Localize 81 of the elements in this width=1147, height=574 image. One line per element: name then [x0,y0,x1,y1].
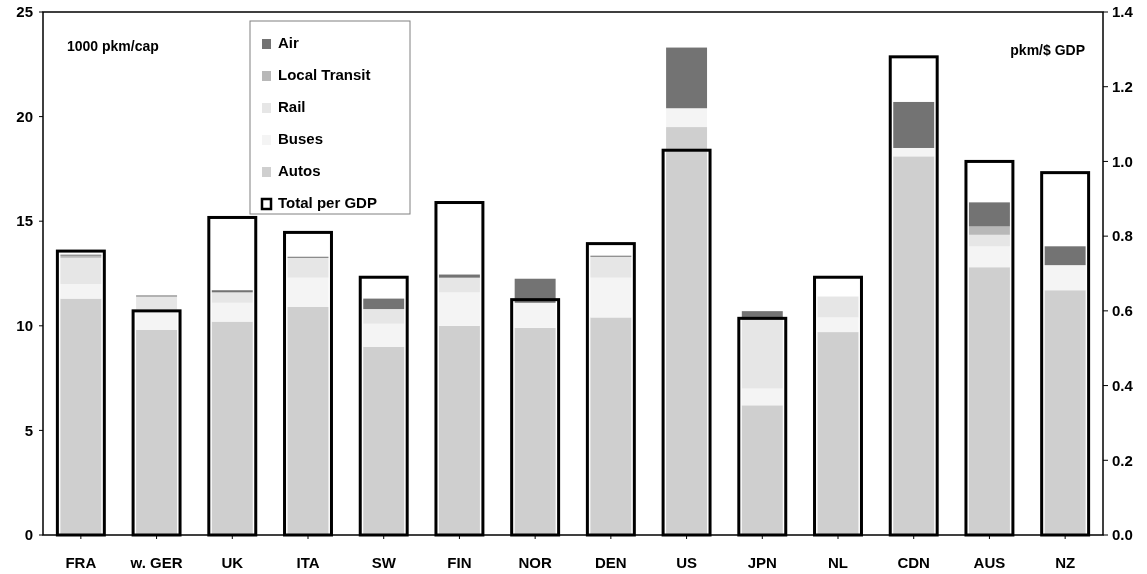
x-tick-label: FRA [65,554,97,571]
bar [968,226,1010,235]
y2-tick-label: 0.4 [1112,376,1134,394]
bar [741,388,783,406]
bar [136,329,178,535]
bar [666,127,708,535]
bar [1044,246,1086,266]
bar [363,323,405,347]
bar [438,325,480,535]
bar [60,298,102,535]
y2-tick-label: 1.0 [1112,152,1133,170]
bar [968,267,1010,535]
legend-label: Rail [278,98,306,115]
x-tick-label: FIN [447,554,472,571]
bar [666,108,708,128]
y-tick-label: 5 [24,421,33,439]
bar [590,277,632,318]
bar [287,257,329,278]
x-tick-label: ITA [296,554,320,571]
y2-tick-label: 0.0 [1112,526,1133,544]
bar [287,277,329,307]
x-tick-label: SW [371,554,397,571]
bar [817,332,859,535]
x-tick-label: NL [828,554,848,571]
legend-label: Autos [278,162,321,179]
bar [893,101,935,148]
y2-tick-label: 1.4 [1112,3,1134,21]
bar [514,327,556,535]
bar [741,319,783,389]
bar [514,302,556,328]
x-tick-label: AUS [973,554,1006,571]
bar [968,202,1010,227]
bar [60,283,102,299]
bar [968,234,1010,247]
bar [817,296,859,318]
bar [968,246,1010,268]
legend-label: Total per GDP [278,194,377,211]
y-tick-label: 0 [24,526,33,544]
bar [893,156,935,535]
bar [590,256,632,278]
x-tick-label: US [676,554,697,571]
bar [1044,265,1086,291]
x-tick-label: UK [221,554,244,571]
bar [136,296,178,310]
y2-tick-label: 1.2 [1112,77,1133,95]
legend-label: Local Transit [278,66,371,83]
bar [741,405,783,535]
bar [817,317,859,333]
y2-tick-label: 0.2 [1112,451,1133,469]
y-tick-label: 10 [16,317,33,335]
x-tick-label: w. GER [129,554,183,571]
bar [438,274,480,278]
bar [211,292,253,303]
bar [666,47,708,109]
x-tick-label: NOR [518,554,552,571]
bar [363,346,405,535]
y2-tick-label: 0.8 [1112,227,1133,245]
y-axis-title: 1000 pkm/cap [67,38,159,54]
y2-axis-title: pkm/$ GDP [1010,42,1085,58]
y2-tick-label: 0.6 [1112,302,1133,320]
bar [363,309,405,324]
bar [211,321,253,535]
legend-label: Buses [278,130,324,147]
x-tick-label: CDN [897,554,930,571]
x-tick-label: NZ [1055,554,1076,571]
bar [287,306,329,535]
bar [438,292,480,326]
bar [211,290,253,293]
bar [60,257,102,284]
bar [438,277,480,293]
y-tick-label: 15 [16,212,33,230]
x-tick-label: JPN [747,554,777,571]
y-tick-label: 20 [16,107,33,125]
bar [893,147,935,157]
legend-label: Air [278,34,299,51]
bar [590,317,632,535]
y-tick-label: 25 [16,3,33,21]
bar [363,298,405,310]
bar [211,302,253,322]
bar [1044,290,1086,535]
x-tick-label: DEN [595,554,627,571]
